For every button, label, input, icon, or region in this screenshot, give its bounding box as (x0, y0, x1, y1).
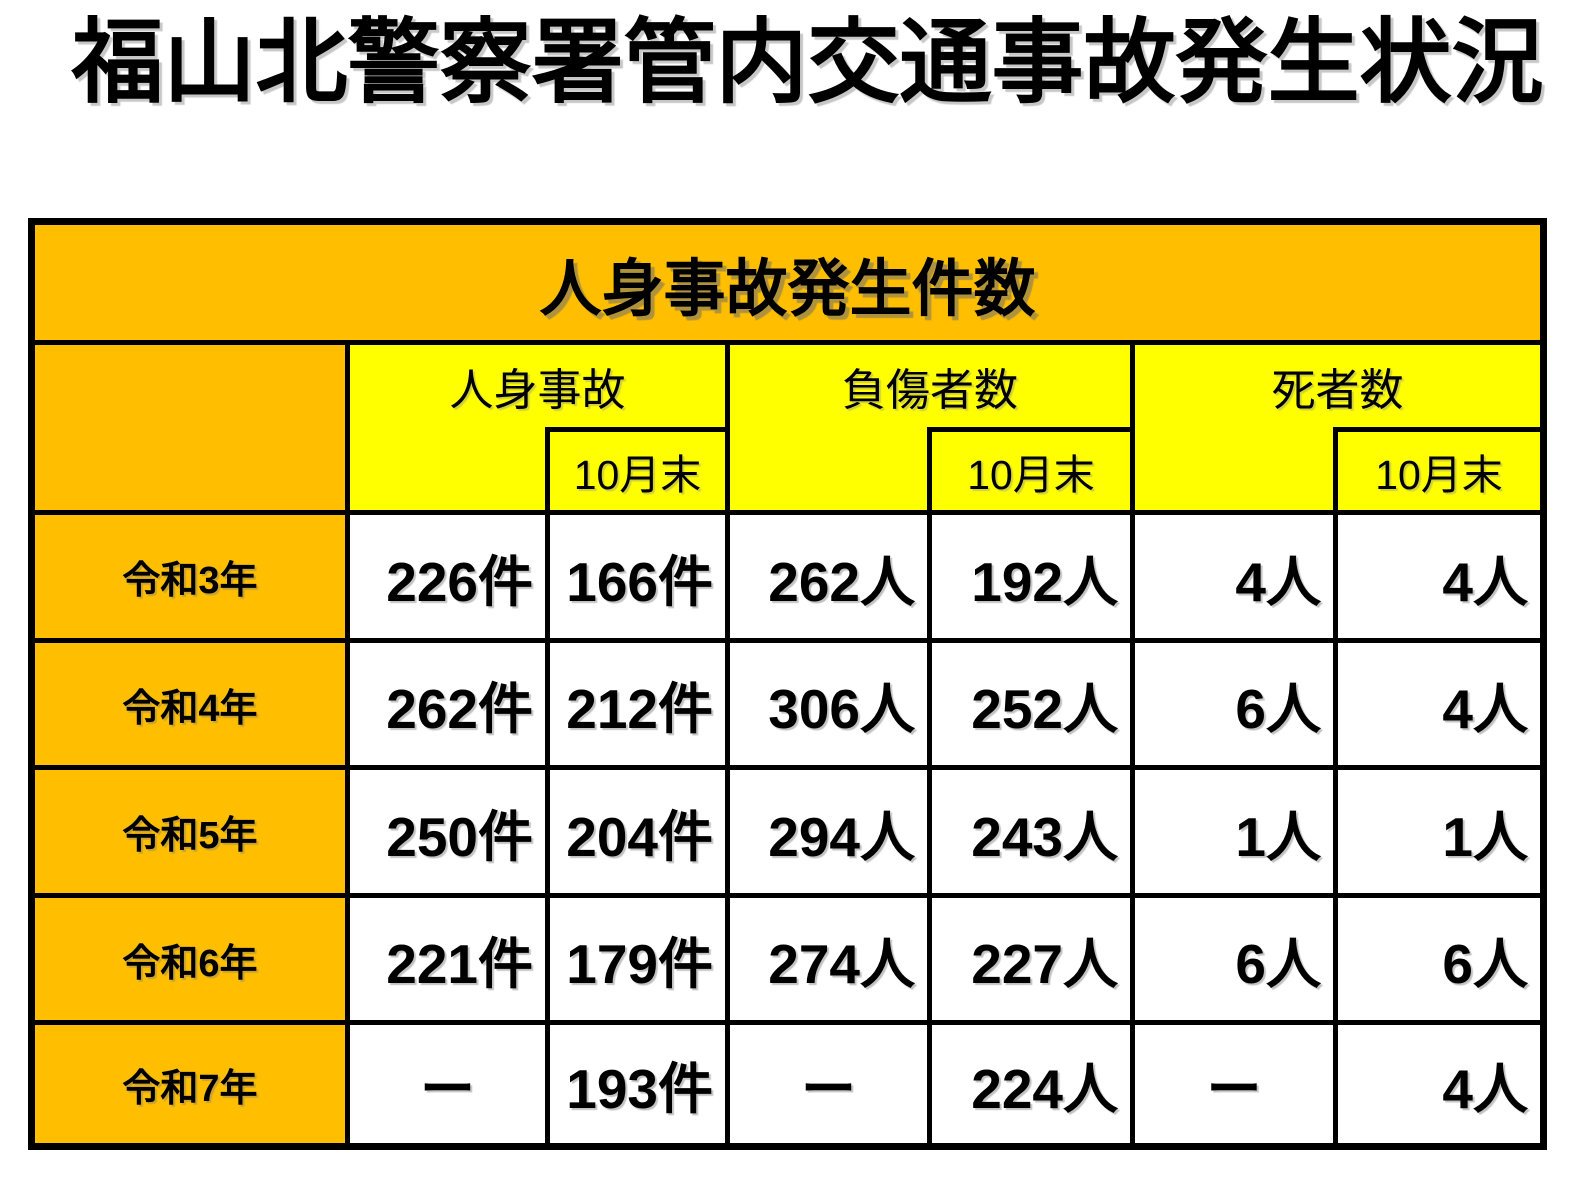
row-header-year: 令和6年 (35, 893, 345, 1021)
accident-table: 人身事故発生件数 人身事故 10月末 負傷者数 10月末 死者数 10月末 令和… (28, 218, 1547, 1151)
table-cell: 4人 (1333, 638, 1540, 766)
table-cell: 1人 (1333, 765, 1540, 894)
table-cell: 274人 (725, 893, 927, 1021)
column-sublabel-october-end: 10月末 (927, 427, 1130, 511)
table-cell: 243人 (927, 765, 1130, 894)
row-header-year: 令和4年 (35, 638, 345, 766)
table-cell: 250件 (345, 765, 545, 894)
column-group-personal-injury: 人身事故 10月末 (345, 345, 725, 511)
table-cell: 192人 (927, 510, 1130, 639)
table-cell: 1人 (1130, 765, 1333, 894)
table-cell: 294人 (725, 765, 927, 894)
table-cell: 6人 (1130, 638, 1333, 766)
column-sublabel-october-end: 10月末 (1333, 427, 1540, 511)
table-cell: 224人 (927, 1020, 1130, 1144)
accident-table-grid: 人身事故発生件数 人身事故 10月末 負傷者数 10月末 死者数 10月末 令和… (35, 225, 1540, 1144)
table-cell: 252人 (927, 638, 1130, 766)
table-cell: 221件 (345, 893, 545, 1021)
column-group-label: 人身事故 (449, 366, 626, 416)
table-cell: 306人 (725, 638, 927, 766)
table-cell: 6人 (1333, 893, 1540, 1021)
table-cell: ー (725, 1020, 927, 1144)
column-sublabel-october-end: 10月末 (545, 427, 725, 511)
table-cell: ー (345, 1020, 545, 1144)
table-cell: 204件 (545, 765, 725, 894)
corner-cell (35, 345, 345, 511)
table-cell: 4人 (1333, 510, 1540, 639)
table-band-title: 人身事故発生件数 (35, 225, 1540, 346)
table-cell: 262人 (725, 510, 927, 639)
table-cell: 4人 (1333, 1020, 1540, 1144)
table-cell: 166件 (545, 510, 725, 639)
table-cell: 193件 (545, 1020, 725, 1144)
table-cell: ー (1130, 1020, 1333, 1144)
column-group-deaths: 死者数 10月末 (1130, 345, 1540, 511)
row-header-year: 令和7年 (35, 1020, 345, 1144)
page-title: 福山北警察署管内交通事故発生状況 (71, 12, 1544, 114)
table-cell: 4人 (1130, 510, 1333, 639)
table-cell: 227人 (927, 893, 1130, 1021)
row-header-year: 令和3年 (35, 510, 345, 639)
column-group-label: 死者数 (1271, 366, 1404, 416)
table-cell: 226件 (345, 510, 545, 639)
column-group-injured: 負傷者数 10月末 (725, 345, 1130, 511)
table-cell: 179件 (545, 893, 725, 1021)
table-cell: 212件 (545, 638, 725, 766)
column-group-label: 負傷者数 (842, 366, 1018, 416)
table-cell: 262件 (345, 638, 545, 766)
row-header-year: 令和5年 (35, 765, 345, 894)
table-cell: 6人 (1130, 893, 1333, 1021)
